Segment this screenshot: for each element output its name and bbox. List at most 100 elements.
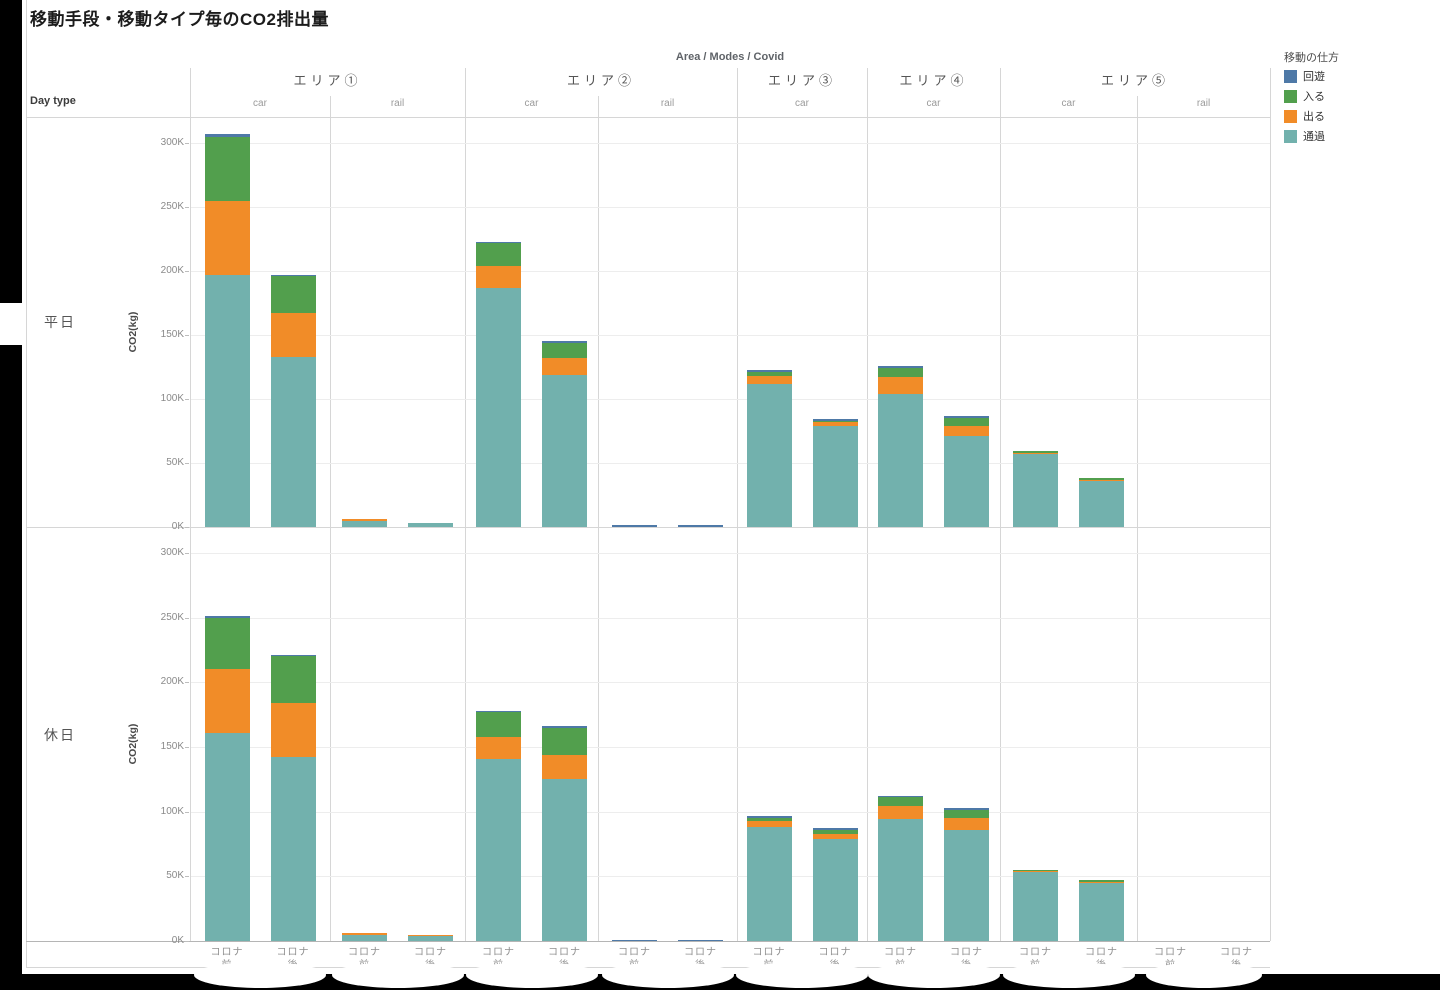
bar-segment-回遊[interactable] [944,416,989,418]
legend-item[interactable]: 出る [1284,108,1325,124]
bar-segment-出る[interactable] [1079,882,1124,883]
bar-segment-入る[interactable] [747,818,792,821]
bar-segment-出る[interactable] [747,376,792,384]
bar-segment-出る[interactable] [271,703,316,757]
mode-header: car [926,98,941,109]
bar-segment-出る[interactable] [813,834,858,839]
bar-segment-回遊[interactable] [678,940,723,941]
bar-segment-回遊[interactable] [813,419,858,421]
bar-segment-出る[interactable] [476,266,521,288]
bar-segment-通過[interactable] [476,759,521,941]
legend-label: 通過 [1303,131,1325,143]
bar-segment-出る[interactable] [878,806,923,819]
bar-segment-出る[interactable] [342,933,387,935]
bar-segment-回遊[interactable] [205,134,250,137]
bar-segment-出る[interactable] [476,737,521,759]
bar-segment-通過[interactable] [813,426,858,527]
bar-segment-回遊[interactable] [205,616,250,618]
bar-segment-通過[interactable] [1013,454,1058,527]
bar-segment-出る[interactable] [1079,480,1124,481]
bar-segment-通過[interactable] [1079,883,1124,941]
bar-segment-回遊[interactable] [271,275,316,276]
bar-segment-回遊[interactable] [542,726,587,728]
bar-segment-入る[interactable] [813,830,858,834]
gridline [191,143,1270,144]
y-tick-mark [185,271,189,272]
bar-segment-出る[interactable] [205,669,250,733]
bar-segment-通過[interactable] [542,375,587,527]
bar-segment-通過[interactable] [878,819,923,941]
bar-segment-通過[interactable] [1013,872,1058,941]
bar-segment-回遊[interactable] [747,370,792,372]
bar-segment-通過[interactable] [342,521,387,527]
bottom-axis [26,941,1270,942]
bar-segment-通過[interactable] [271,757,316,941]
bar-segment-入る[interactable] [476,712,521,737]
bar-segment-出る[interactable] [205,201,250,275]
legend-item[interactable]: 入る [1284,88,1325,104]
bar-segment-入る[interactable] [476,243,521,266]
bar-segment-回遊[interactable] [813,828,858,830]
bar-segment-入る[interactable] [542,343,587,358]
bar-segment-入る[interactable] [1079,880,1124,882]
bar-segment-出る[interactable] [944,426,989,436]
bar-segment-入る[interactable] [205,618,250,669]
bar-segment-通過[interactable] [747,827,792,941]
bar-segment-回遊[interactable] [476,711,521,712]
bar-segment-回遊[interactable] [678,525,723,527]
bar-segment-出る[interactable] [813,422,858,426]
bar-segment-出る[interactable] [542,358,587,375]
bar-segment-入る[interactable] [205,137,250,201]
bar-segment-出る[interactable] [1013,453,1058,454]
bar-segment-入る[interactable] [1013,451,1058,453]
bar-segment-回遊[interactable] [612,525,657,527]
bar-segment-入る[interactable] [944,810,989,818]
bar-segment-回遊[interactable] [542,341,587,343]
bar-segment-入る[interactable] [813,421,858,422]
bar-segment-入る[interactable] [271,656,316,703]
bar-segment-通過[interactable] [944,436,989,527]
y-tick-label: 150K [160,741,184,752]
bar-segment-通過[interactable] [813,839,858,941]
bar-segment-入る[interactable] [1013,870,1058,871]
bar-segment-通過[interactable] [205,733,250,941]
bar-segment-入る[interactable] [878,797,923,806]
bar-segment-入る[interactable] [944,418,989,426]
bar-segment-通過[interactable] [476,288,521,527]
legend-item[interactable]: 通過 [1284,128,1325,144]
bar-segment-出る[interactable] [542,755,587,779]
bar-segment-出る[interactable] [1013,871,1058,872]
bar-segment-出る[interactable] [878,377,923,394]
bar-segment-出る[interactable] [342,519,387,521]
bar-segment-通過[interactable] [342,935,387,941]
bar-segment-通過[interactable] [747,384,792,527]
bar-segment-回遊[interactable] [747,816,792,818]
bar-segment-回遊[interactable] [878,796,923,797]
y-tick-label: 150K [160,329,184,340]
bar-segment-入る[interactable] [542,728,587,755]
bar-segment-回遊[interactable] [612,940,657,941]
bar-segment-回遊[interactable] [271,655,316,656]
bar-segment-回遊[interactable] [878,366,923,368]
bar-segment-通過[interactable] [271,357,316,527]
y-tick-mark [185,682,189,683]
legend-item[interactable]: 回遊 [1284,68,1325,84]
bar-segment-入る[interactable] [878,368,923,377]
bar-segment-通過[interactable] [944,830,989,941]
bar-segment-入る[interactable] [1079,478,1124,480]
bar-segment-通過[interactable] [408,523,453,527]
bar-segment-出る[interactable] [271,313,316,357]
y-tick-label: 50K [166,457,184,468]
bar-segment-回遊[interactable] [476,242,521,243]
bar-segment-出る[interactable] [408,935,453,936]
bar-segment-通過[interactable] [205,275,250,527]
bar-segment-入る[interactable] [271,276,316,313]
bar-segment-通過[interactable] [1079,481,1124,527]
bar-segment-出る[interactable] [944,818,989,830]
bar-segment-出る[interactable] [747,821,792,827]
bar-segment-通過[interactable] [408,936,453,941]
bar-segment-通過[interactable] [542,779,587,941]
bar-segment-回遊[interactable] [944,808,989,810]
bar-segment-通過[interactable] [878,394,923,527]
bar-segment-入る[interactable] [747,372,792,376]
